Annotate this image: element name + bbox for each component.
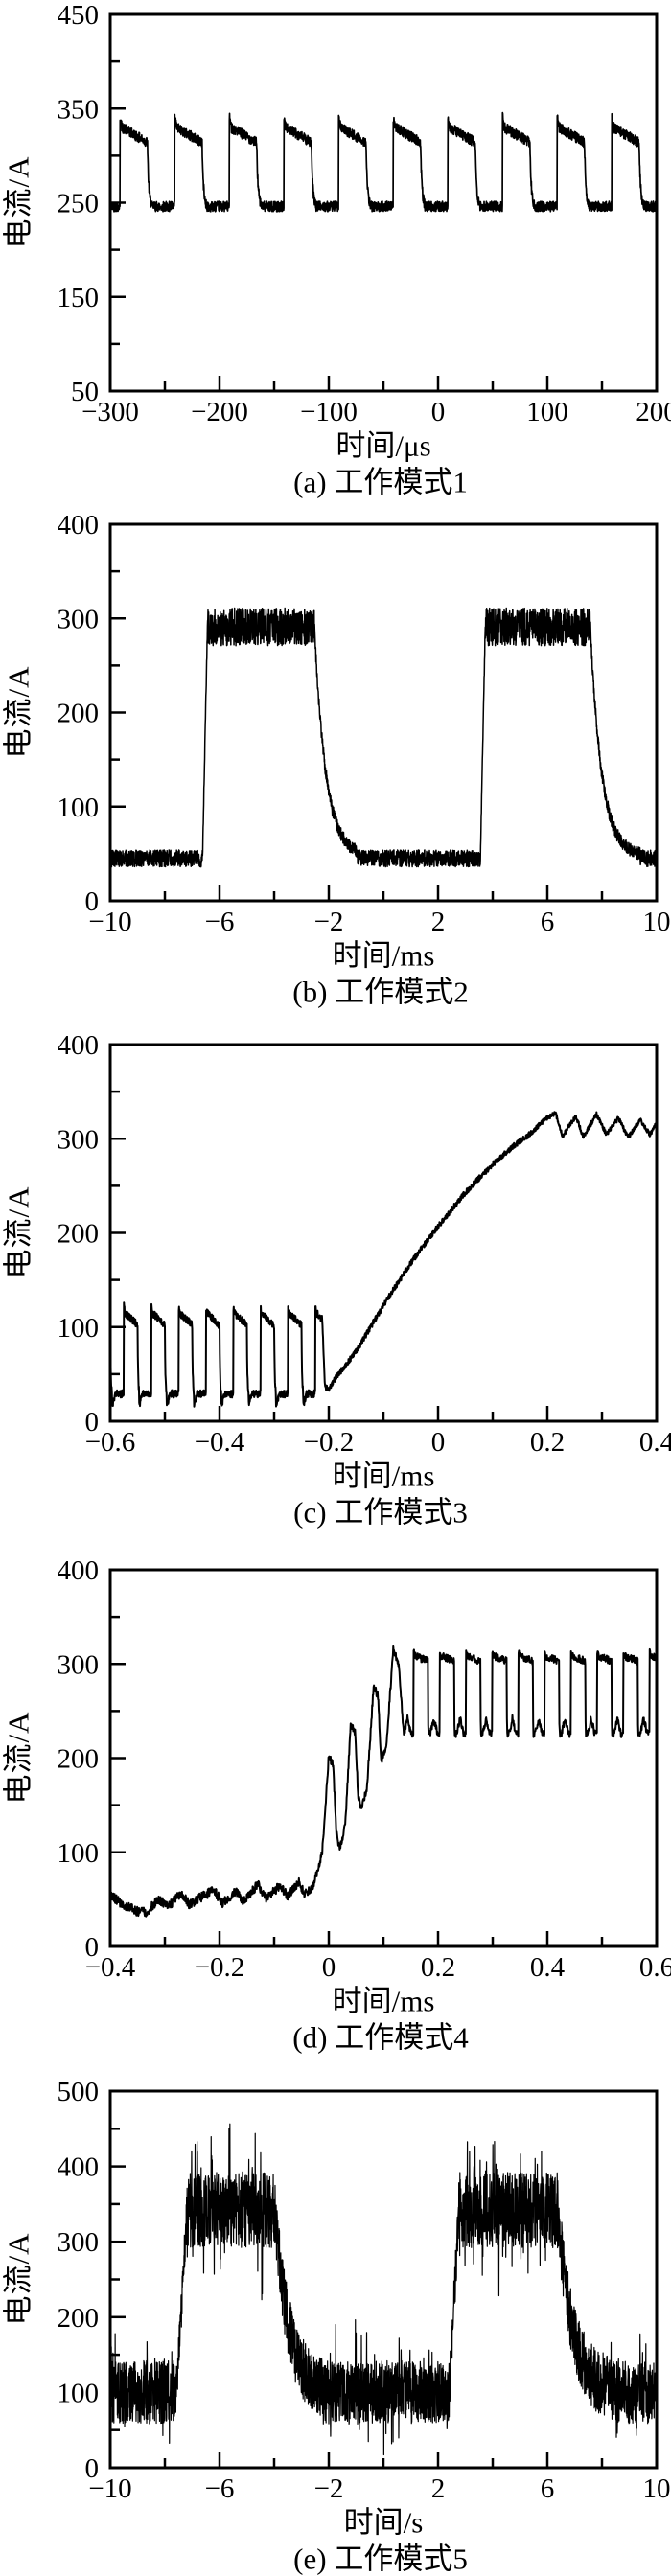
caption-b: (b) 工作模式2 [292,975,469,1009]
caption-c: (c) 工作模式3 [293,1495,468,1530]
x-tick-label: 0.2 [421,1952,455,1983]
x-tick-label: −0.4 [85,1952,136,1983]
y-tick-label: 400 [58,2152,100,2183]
x-axis-label-c: 时间/ms [332,1459,435,1493]
chart-canvas-c: 0 100 200 300 400 −0.6 −0.4 −0.2 0 0.2 0.4 [58,1030,671,1458]
x-tick-label: −200 [191,397,248,427]
x-tick-label: −6 [205,2473,235,2504]
y-axis-label-a: 电流/A [1,155,35,249]
y-tick-label: 400 [58,1030,100,1061]
chart-canvas-a: 50 150 250 350 450 −300 −200 −100 0 100 200 [58,0,671,427]
y-tick-label: 200 [58,699,100,729]
x-tick-label: 0.2 [530,1427,565,1458]
x-tick-label: 0.4 [530,1952,566,1983]
chart-canvas-b: 0 100 200 300 400 −10 −6 −2 2 6 10 [58,510,671,937]
figure-panel-e: 0 100 200 300 400 500 −10 −6 −2 2 6 10 电流/A 时间/s (e… [0,2077,671,2576]
y-tick-label: 100 [58,1838,100,1869]
axis-box [108,522,659,903]
axis-box [108,1043,659,1423]
axis-box [108,12,659,393]
caption-e: (e) 工作模式5 [293,2542,468,2576]
caption-a: (a) 工作模式1 [293,465,468,499]
x-tick-label: 2 [431,907,446,937]
waveform-a [110,111,657,213]
waveform-e [110,2123,657,2456]
x-tick-label: 0 [322,1952,336,1983]
y-tick-label: 100 [58,1313,100,1344]
y-tick-label: 300 [58,1124,100,1155]
y-tick-label: 0 [85,886,100,917]
y-tick-label: 300 [58,604,100,634]
y-tick-label: 250 [58,189,100,219]
x-tick-label: 0 [431,397,446,427]
x-tick-label: −100 [300,397,358,427]
x-tick-label: −0.2 [195,1952,245,1983]
x-tick-label: 10 [643,2473,671,2504]
y-tick-label: 450 [58,0,100,31]
x-tick-label: 2 [431,2473,446,2504]
x-axis-label-e: 时间/s [343,2505,424,2540]
y-axis-label-e: 电流/A [1,2232,35,2326]
x-tick-label: −2 [314,907,344,937]
y-tick-label: 400 [58,1555,100,1586]
x-axis-label-d: 时间/ms [332,1984,435,2018]
x-tick-label: 10 [643,907,671,937]
figure-panel-a: 50 150 250 350 450 −300 −200 −100 0 100 200 电流/A 时… [0,0,671,510]
x-tick-label: −10 [88,907,131,937]
y-tick-label: 500 [58,2077,100,2107]
y-tick-label: 200 [58,1744,100,1775]
x-tick-label: −300 [81,397,139,427]
y-tick-label: 0 [85,1932,100,1963]
axis-box [108,2089,659,2470]
x-tick-label: −6 [205,907,235,937]
waveform-c [110,1111,657,1408]
y-tick-label: 300 [58,2227,100,2258]
y-tick-label: 100 [58,2378,100,2408]
x-axis-label-a: 时间/μs [336,428,431,463]
x-tick-label: 200 [636,397,671,427]
x-tick-label: 0 [431,1427,446,1458]
figure-panel-b: 0 100 200 300 400 −10 −6 −2 2 6 10 电流/A 时间/ms (b) … [0,510,671,1030]
axis-box [108,1568,659,1948]
y-axis-label-d: 电流/A [1,1711,35,1805]
y-tick-label: 100 [58,793,100,823]
x-tick-label: 0.6 [639,1952,671,1983]
y-axis-label-c: 电流/A [1,1185,35,1279]
chart-canvas-d: 0 100 200 300 400 −0.4 −0.2 0 0.2 0.4 0.6 [58,1555,671,1983]
x-tick-label: −10 [88,2473,131,2504]
y-tick-label: 200 [58,1219,100,1250]
caption-d: (d) 工作模式4 [292,2020,469,2055]
y-axis-label-b: 电流/A [1,665,35,759]
y-tick-label: 350 [58,94,100,125]
x-tick-label: 6 [541,2473,555,2504]
waveform-d [110,1644,657,1918]
y-tick-label: 0 [85,2453,100,2484]
waveform-b [110,607,657,868]
x-tick-label: −0.4 [195,1427,245,1458]
x-tick-label: −2 [314,2473,344,2504]
x-tick-label: −0.2 [304,1427,355,1458]
x-tick-label: 6 [541,907,555,937]
y-tick-label: 50 [71,377,99,407]
y-tick-label: 150 [58,283,100,313]
x-tick-label: −0.6 [85,1427,136,1458]
x-tick-label: 100 [526,397,568,427]
figure-panel-d: 0 100 200 300 400 −0.4 −0.2 0 0.2 0.4 0.6 电流/A 时间/… [0,1555,671,2077]
y-tick-label: 200 [58,2303,100,2334]
figure-panel-c: 0 100 200 300 400 −0.6 −0.4 −0.2 0 0.2 0.4 电流/A 时间… [0,1030,671,1555]
x-axis-label-b: 时间/ms [332,938,435,973]
y-tick-label: 300 [58,1649,100,1680]
y-tick-label: 0 [85,1407,100,1438]
chart-canvas-e: 0 100 200 300 400 500 −10 −6 −2 2 6 10 [58,2077,671,2504]
y-tick-label: 400 [58,510,100,540]
x-tick-label: 0.4 [639,1427,671,1458]
